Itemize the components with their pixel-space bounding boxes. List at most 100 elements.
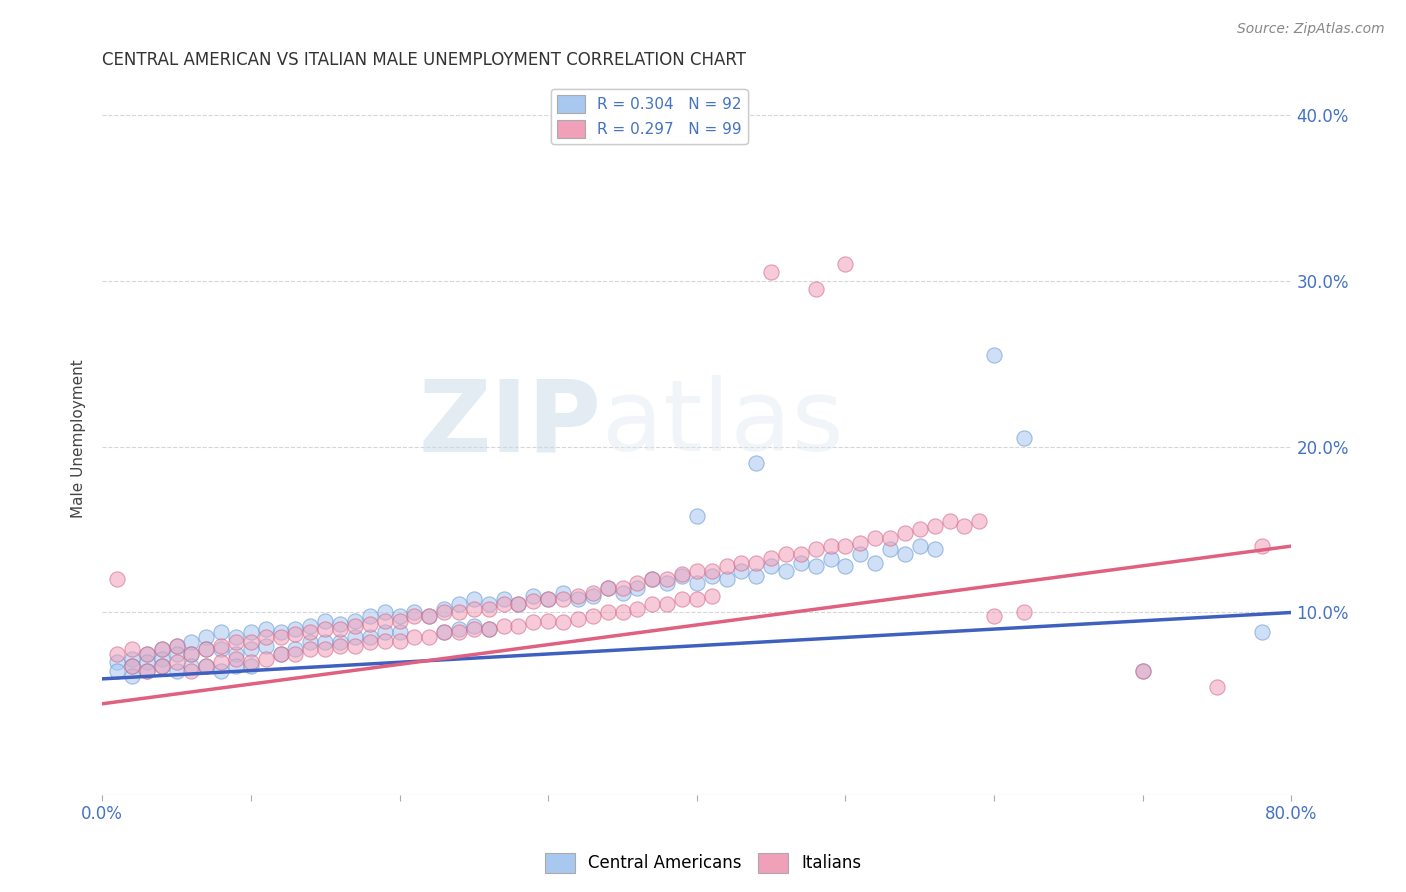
Point (612, 581, 634, 595)
Point (166, 639, 188, 653)
Point (270, 625, 292, 640)
Y-axis label: Male Unemployment: Male Unemployment (72, 359, 86, 517)
Point (626, 575, 648, 590)
Point (582, 608, 605, 623)
Point (239, 642, 262, 657)
Point (492, 597, 515, 611)
Point (745, 556, 768, 570)
Point (522, 589, 544, 603)
Point (209, 655, 232, 669)
Point (343, 619, 366, 633)
Point (463, 592, 485, 607)
Point (404, 606, 426, 620)
Point (254, 652, 277, 666)
Point (596, 606, 619, 620)
Point (700, 564, 723, 578)
Point (314, 614, 336, 628)
Point (1250, 625, 1272, 640)
Point (463, 622, 485, 636)
Point (359, 635, 381, 649)
Point (626, 581, 648, 595)
Point (804, 542, 827, 557)
Point (447, 606, 470, 620)
Point (433, 625, 456, 640)
Point (284, 642, 307, 657)
Point (195, 642, 218, 657)
Point (983, 348, 1005, 362)
Point (924, 542, 946, 557)
Point (150, 642, 173, 657)
Point (166, 647, 188, 661)
Point (1012, 606, 1035, 620)
Point (612, 606, 634, 620)
Point (671, 569, 693, 583)
Point (195, 658, 218, 673)
Point (359, 631, 381, 645)
Point (284, 647, 307, 661)
Text: CENTRAL AMERICAN VS ITALIAN MALE UNEMPLOYMENT CORRELATION CHART: CENTRAL AMERICAN VS ITALIAN MALE UNEMPLO… (103, 51, 747, 69)
Point (522, 594, 544, 608)
Point (716, 572, 738, 586)
Point (374, 614, 396, 628)
Point (759, 559, 782, 574)
Point (195, 631, 218, 645)
Point (551, 585, 574, 599)
Point (596, 581, 619, 595)
Point (209, 625, 232, 640)
Point (343, 631, 366, 645)
Point (492, 619, 515, 633)
Point (879, 542, 901, 557)
Point (894, 525, 917, 540)
Point (121, 658, 143, 673)
Point (284, 627, 307, 641)
Point (299, 625, 322, 640)
Point (121, 642, 143, 657)
Point (121, 652, 143, 666)
Point (745, 456, 768, 470)
Point (804, 282, 827, 296)
Point (105, 655, 128, 669)
Point (596, 581, 619, 595)
Point (418, 631, 440, 645)
Point (730, 564, 752, 578)
Point (135, 664, 157, 678)
Point (150, 652, 173, 666)
Point (551, 615, 574, 630)
Point (641, 572, 664, 586)
Point (374, 606, 396, 620)
Point (522, 615, 544, 630)
Point (820, 552, 842, 566)
Point (180, 635, 202, 649)
Point (700, 569, 723, 583)
Point (239, 625, 262, 640)
Point (374, 633, 396, 648)
Point (671, 592, 693, 607)
Point (433, 606, 456, 620)
Point (686, 575, 709, 590)
Point (1250, 539, 1272, 553)
Point (314, 622, 336, 636)
Point (254, 622, 277, 636)
Point (374, 625, 396, 640)
Point (863, 556, 886, 570)
Point (775, 548, 797, 562)
Point (166, 655, 188, 669)
Point (508, 619, 530, 633)
Point (135, 647, 157, 661)
Point (655, 572, 678, 586)
Point (716, 559, 738, 574)
Point (908, 539, 931, 553)
Point (195, 658, 218, 673)
Point (1132, 664, 1154, 678)
Point (686, 592, 709, 607)
Point (343, 614, 366, 628)
Point (270, 647, 292, 661)
Point (567, 612, 589, 626)
Point (314, 635, 336, 649)
Point (329, 635, 352, 649)
Text: ZIP: ZIP (419, 376, 602, 473)
Text: atlas: atlas (602, 376, 844, 473)
Point (759, 550, 782, 565)
Point (270, 631, 292, 645)
Point (641, 597, 664, 611)
